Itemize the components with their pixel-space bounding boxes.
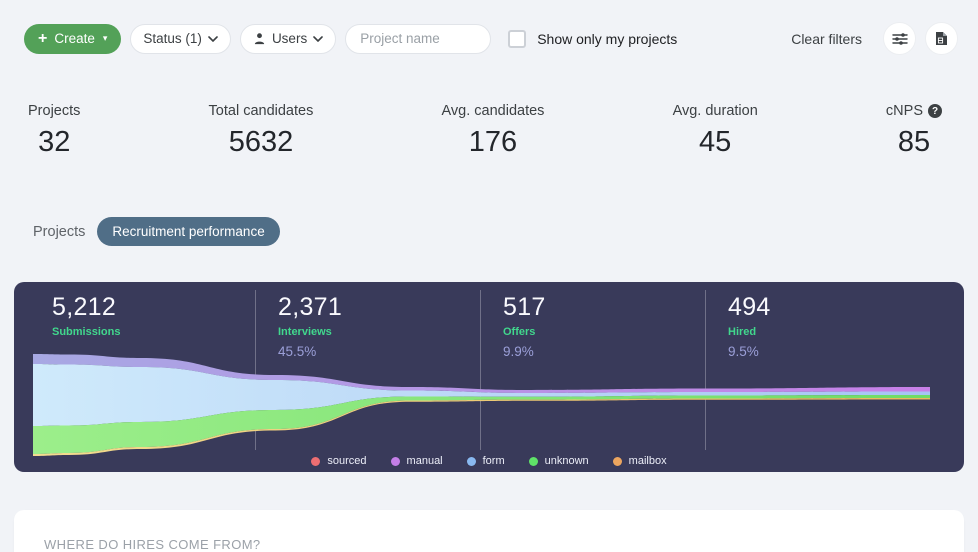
stat-value: 45 <box>699 126 732 158</box>
create-button-label: Create <box>54 31 95 46</box>
stage-value: 5,212 <box>52 293 117 321</box>
stage-value: 494 <box>728 293 771 321</box>
filter-settings-button[interactable] <box>883 22 916 55</box>
section-heading: WHERE DO HIRES COME FROM? <box>44 537 261 552</box>
legend-item-unknown: unknown <box>528 455 589 467</box>
caret-down-icon: ▾ <box>102 33 108 43</box>
funnel-stage-hired: 494 Hired 9.5% <box>705 290 930 450</box>
recruitment-funnel-panel: 5,212 Submissions 2,371 Interviews 45.5%… <box>14 282 964 472</box>
stat-total-candidates: Total candidates 5632 <box>209 103 314 159</box>
chevron-down-icon <box>313 35 324 42</box>
sliders-icon <box>891 32 908 45</box>
user-icon <box>254 33 265 45</box>
legend-label: manual <box>406 455 443 467</box>
users-filter-label: Users <box>271 31 308 46</box>
legend-dot-icon <box>612 456 622 466</box>
stage-label: Interviews <box>278 326 332 338</box>
legend-dot-icon <box>528 456 538 466</box>
tab-projects[interactable]: Projects <box>33 223 86 240</box>
legend-dot-icon <box>311 456 321 466</box>
stat-avg-duration: Avg. duration 45 <box>673 103 758 159</box>
funnel-stream-chart <box>33 354 930 456</box>
help-icon[interactable]: ? <box>928 104 942 118</box>
clear-filters-link[interactable]: Clear filters <box>791 30 862 47</box>
stat-label: Projects <box>28 103 81 119</box>
stage-percent: 9.5% <box>728 344 759 359</box>
project-name-input[interactable] <box>345 23 492 54</box>
hires-source-card: WHERE DO HIRES COME FROM? <box>14 510 964 552</box>
show-only-my-projects-checkbox[interactable] <box>508 29 527 48</box>
stage-label: Hired <box>728 326 757 338</box>
legend-label: sourced <box>327 455 367 467</box>
export-report-button[interactable] <box>925 22 958 55</box>
legend-label: form <box>482 455 505 467</box>
legend-dot-icon <box>466 456 476 466</box>
legend-item-form: form <box>466 455 505 467</box>
plus-icon: + <box>38 29 48 47</box>
stage-label: Submissions <box>52 326 121 338</box>
stats-row: Projects 32 Total candidates 5632 Avg. c… <box>0 55 978 159</box>
stage-value: 517 <box>503 293 546 321</box>
stat-label: Avg. candidates <box>441 103 545 119</box>
chevron-down-icon <box>208 35 218 42</box>
stat-cnps: cNPS ? 85 <box>886 103 942 159</box>
legend-dot-icon <box>390 456 400 466</box>
stat-value: 5632 <box>228 126 294 158</box>
stat-label: Total candidates <box>208 103 314 119</box>
funnel-stage-headers: 5,212 Submissions 2,371 Interviews 45.5%… <box>30 290 930 450</box>
funnel-stage-offers: 517 Offers 9.9% <box>480 290 705 450</box>
stage-percent: 9.9% <box>503 344 534 359</box>
tab-recruitment-performance[interactable]: Recruitment performance <box>97 217 280 246</box>
toolbar: + Create ▾ Status (1) Users Show only my… <box>0 0 978 55</box>
stat-value: 85 <box>897 126 931 158</box>
legend-label: unknown <box>544 455 589 467</box>
show-only-my-projects-label[interactable]: Show only my projects <box>537 30 678 47</box>
status-filter-label: Status (1) <box>143 31 202 46</box>
stat-avg-candidates: Avg. candidates 176 <box>442 103 545 159</box>
stage-percent: 45.5% <box>278 344 317 359</box>
stat-projects: Projects 32 <box>28 103 80 159</box>
users-filter-dropdown[interactable]: Users <box>239 23 337 54</box>
stat-value: 176 <box>468 126 518 158</box>
stat-label-text: cNPS <box>885 103 923 119</box>
create-button[interactable]: + Create ▾ <box>24 23 122 54</box>
stat-value: 32 <box>38 126 71 158</box>
funnel-stage-submissions: 5,212 Submissions <box>30 290 255 450</box>
stage-value: 2,371 <box>278 293 343 321</box>
stage-label: Offers <box>503 326 536 338</box>
legend-item-mailbox: mailbox <box>612 455 667 467</box>
funnel-stage-interviews: 2,371 Interviews 45.5% <box>255 290 480 450</box>
legend-label: mailbox <box>628 455 667 467</box>
stat-label: Avg. duration <box>672 103 758 119</box>
export-file-icon <box>936 32 947 45</box>
view-tabs: Projects Recruitment performance <box>33 217 978 246</box>
chart-legend: sourced manual form unknown mailbox <box>14 455 964 467</box>
legend-item-manual: manual <box>390 455 443 467</box>
status-filter-dropdown[interactable]: Status (1) <box>130 23 231 54</box>
legend-item-sourced: sourced <box>311 455 367 467</box>
stat-label: cNPS ? <box>886 103 942 119</box>
